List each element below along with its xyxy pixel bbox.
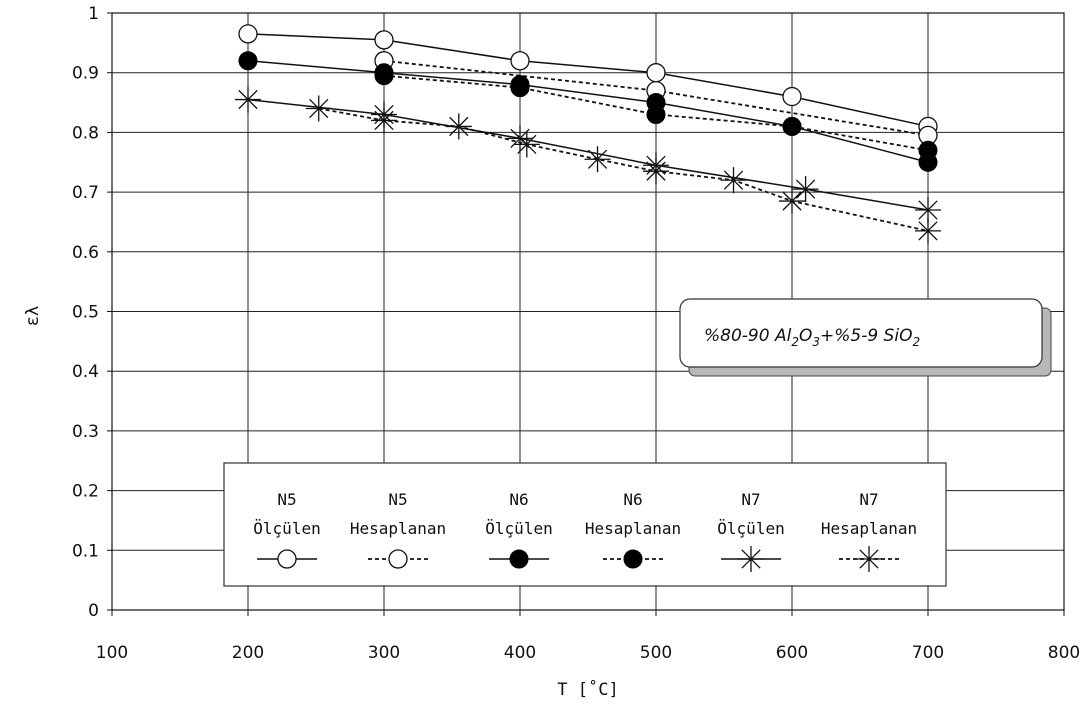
legend-label-line1: N5 (388, 490, 407, 509)
y-tick-label: 0.5 (72, 303, 99, 323)
legend-label-line2: Ölçülen (253, 519, 320, 538)
data-point-marker (782, 116, 802, 136)
series-6 (305, 95, 941, 244)
legend-label-line1: N7 (741, 490, 760, 509)
data-point-marker (720, 167, 747, 194)
x-tick-label: 200 (232, 643, 264, 663)
x-axis-label: T [˚C] (557, 679, 618, 700)
x-tick-label: 400 (504, 643, 536, 663)
legend-label-line2: Ölçülen (717, 519, 784, 538)
legend-item-2: N5 Hesaplanan (350, 490, 446, 569)
series-4 (374, 66, 938, 160)
data-point-marker (513, 131, 540, 158)
legend-label-line2: Hesaplanan (585, 519, 681, 538)
legend-item-4: N6 Hesaplanan (585, 490, 681, 569)
series-5 (235, 86, 941, 224)
legend-label-line2: Hesaplanan (821, 519, 917, 538)
legend-label-line2: Ölçülen (485, 519, 552, 538)
x-tick-label: 100 (96, 643, 128, 663)
legend-label-line2: Hesaplanan (350, 519, 446, 538)
data-point-marker (584, 146, 611, 173)
x-tick-label: 300 (368, 643, 400, 663)
legend-marker (388, 549, 408, 569)
data-point-marker (445, 113, 472, 140)
legend-marker (738, 546, 764, 572)
legend-marker (856, 546, 882, 572)
y-tick-label: 0.9 (72, 64, 99, 84)
data-point-marker (918, 140, 938, 160)
data-point-marker (305, 95, 332, 122)
data-point-marker (238, 24, 258, 44)
legend-label-line1: N5 (277, 490, 296, 509)
data-point-marker (238, 51, 258, 71)
x-tick-label: 500 (640, 643, 672, 663)
legend-items: N5 Ölçülen N5 Hesaplanan N6 Ölçülen N6 Hesaplan… (253, 490, 917, 572)
y-axis-ticks: 0 0.1 0.2 0.3 0.4 0.5 0.6 0.7 0.8 0.9 1 (72, 4, 112, 621)
annotation-box: %80-90 Al2O3+%5-9 SiO2 (679, 298, 1052, 377)
y-tick-label: 0.3 (72, 422, 99, 442)
series-line (318, 107, 929, 232)
legend-item-6: N7 Hesaplanan (821, 490, 917, 572)
y-tick-label: 0.2 (72, 482, 99, 502)
legend-frame (223, 462, 947, 587)
y-tick-label: 0.8 (72, 123, 99, 143)
legend-label-line1: N6 (623, 490, 642, 509)
data-point-marker (646, 104, 666, 124)
series-group (235, 24, 941, 244)
x-axis-ticks: 100 200 300 400 500 600 700 800 (96, 610, 1080, 663)
x-tick-label: 600 (776, 643, 808, 663)
data-point-marker (510, 78, 530, 98)
data-point-marker (646, 63, 666, 83)
data-point-marker (235, 86, 261, 113)
y-tick-label: 0.7 (72, 183, 99, 203)
x-tick-label: 700 (912, 643, 944, 663)
data-point-marker (374, 30, 394, 50)
legend-marker (623, 549, 643, 569)
y-tick-label: 0.6 (72, 243, 99, 263)
legend-item-1: N5 Ölçülen (253, 490, 321, 569)
series-line (247, 60, 929, 163)
y-tick-label: 0 (88, 601, 99, 621)
y-tick-label: 1 (88, 4, 99, 24)
series-line (247, 33, 929, 128)
data-point-marker (782, 86, 802, 107)
x-tick-label: 800 (1048, 643, 1080, 663)
data-point-marker (779, 188, 805, 215)
data-point-marker (915, 197, 941, 224)
series-1 (238, 24, 938, 137)
data-point-marker (510, 51, 530, 71)
series-line (247, 98, 929, 211)
legend-marker (509, 549, 529, 569)
data-point-marker (792, 176, 819, 203)
data-point-marker (374, 66, 394, 86)
legend-item-5: N7 Ölçülen (717, 490, 785, 572)
series-3 (238, 51, 938, 172)
legend-label-line1: N7 (859, 490, 878, 509)
annotation-frame (679, 298, 1043, 368)
data-point-marker (915, 217, 941, 244)
legend: N5 Ölçülen N5 Hesaplanan N6 Ölçülen N6 Hesaplan… (223, 462, 947, 587)
data-point-marker (643, 158, 669, 185)
y-tick-label: 0.4 (72, 362, 99, 382)
legend-item-3: N6 Ölçülen (485, 490, 553, 569)
y-tick-label: 0.1 (72, 541, 99, 561)
y-axis-label: ελ (23, 306, 43, 326)
legend-label-line1: N6 (509, 490, 528, 509)
legend-marker (277, 549, 297, 569)
data-point-marker (371, 107, 397, 134)
annotation-text: %80-90 Al2O3+%5-9 SiO2 (704, 326, 920, 349)
